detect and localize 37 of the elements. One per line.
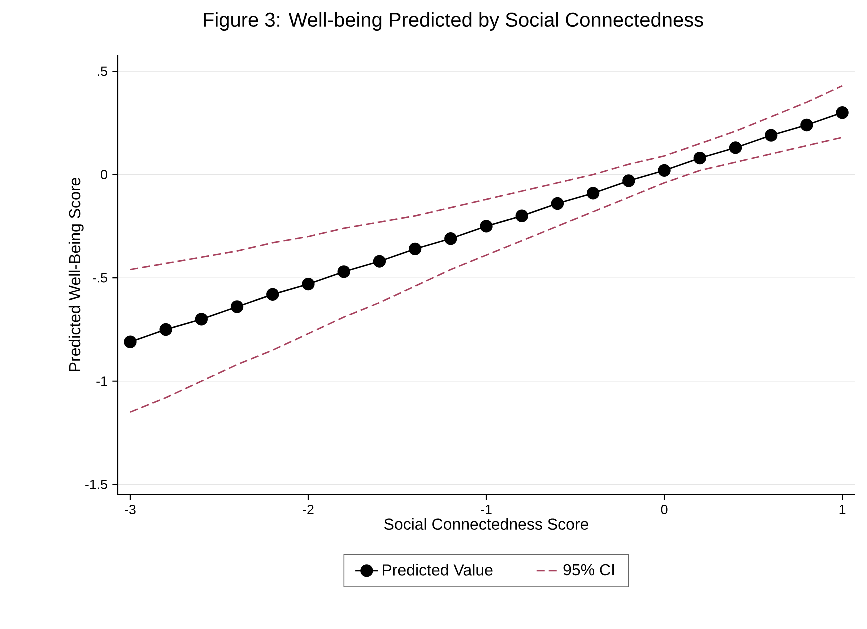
y-tick-label: -.5 [92,273,108,283]
line-series [130,85,844,271]
point [586,187,600,200]
point [551,197,564,210]
point [302,278,315,291]
point [729,142,742,154]
point [622,174,636,188]
point [408,242,422,256]
x-tick-label: -2 [303,505,314,514]
point [338,266,350,278]
point [373,255,386,268]
y-axis-title: Predicted Well-Being Score [68,178,84,372]
x-tick-label: -1 [481,505,492,514]
point [195,313,208,326]
x-tick-label: 0 [661,505,668,514]
point [800,118,814,132]
point [230,300,244,314]
point [836,106,849,120]
y-tick-label: 0 [101,170,108,180]
point [765,129,778,142]
point [480,220,493,233]
x-axis-title: Social Connectedness Score [384,518,588,530]
y-tick-label: -1 [96,376,108,386]
y-tick-label: .5 [98,66,108,76]
point [516,210,528,222]
x-tick-label: -3 [125,505,136,514]
point [444,232,458,246]
y-tick-label: -1.5 [86,480,108,490]
point [658,164,671,178]
point [124,336,137,348]
point [694,152,706,165]
point [160,323,172,336]
chart-title: Figure 3: Well-being Predicted by Social Connectedness [204,12,704,32]
legend-label: 95% CI [564,564,614,576]
x-tick-label: 1 [840,505,846,514]
legend-label: Predicted Value [383,564,493,576]
point [266,288,280,301]
